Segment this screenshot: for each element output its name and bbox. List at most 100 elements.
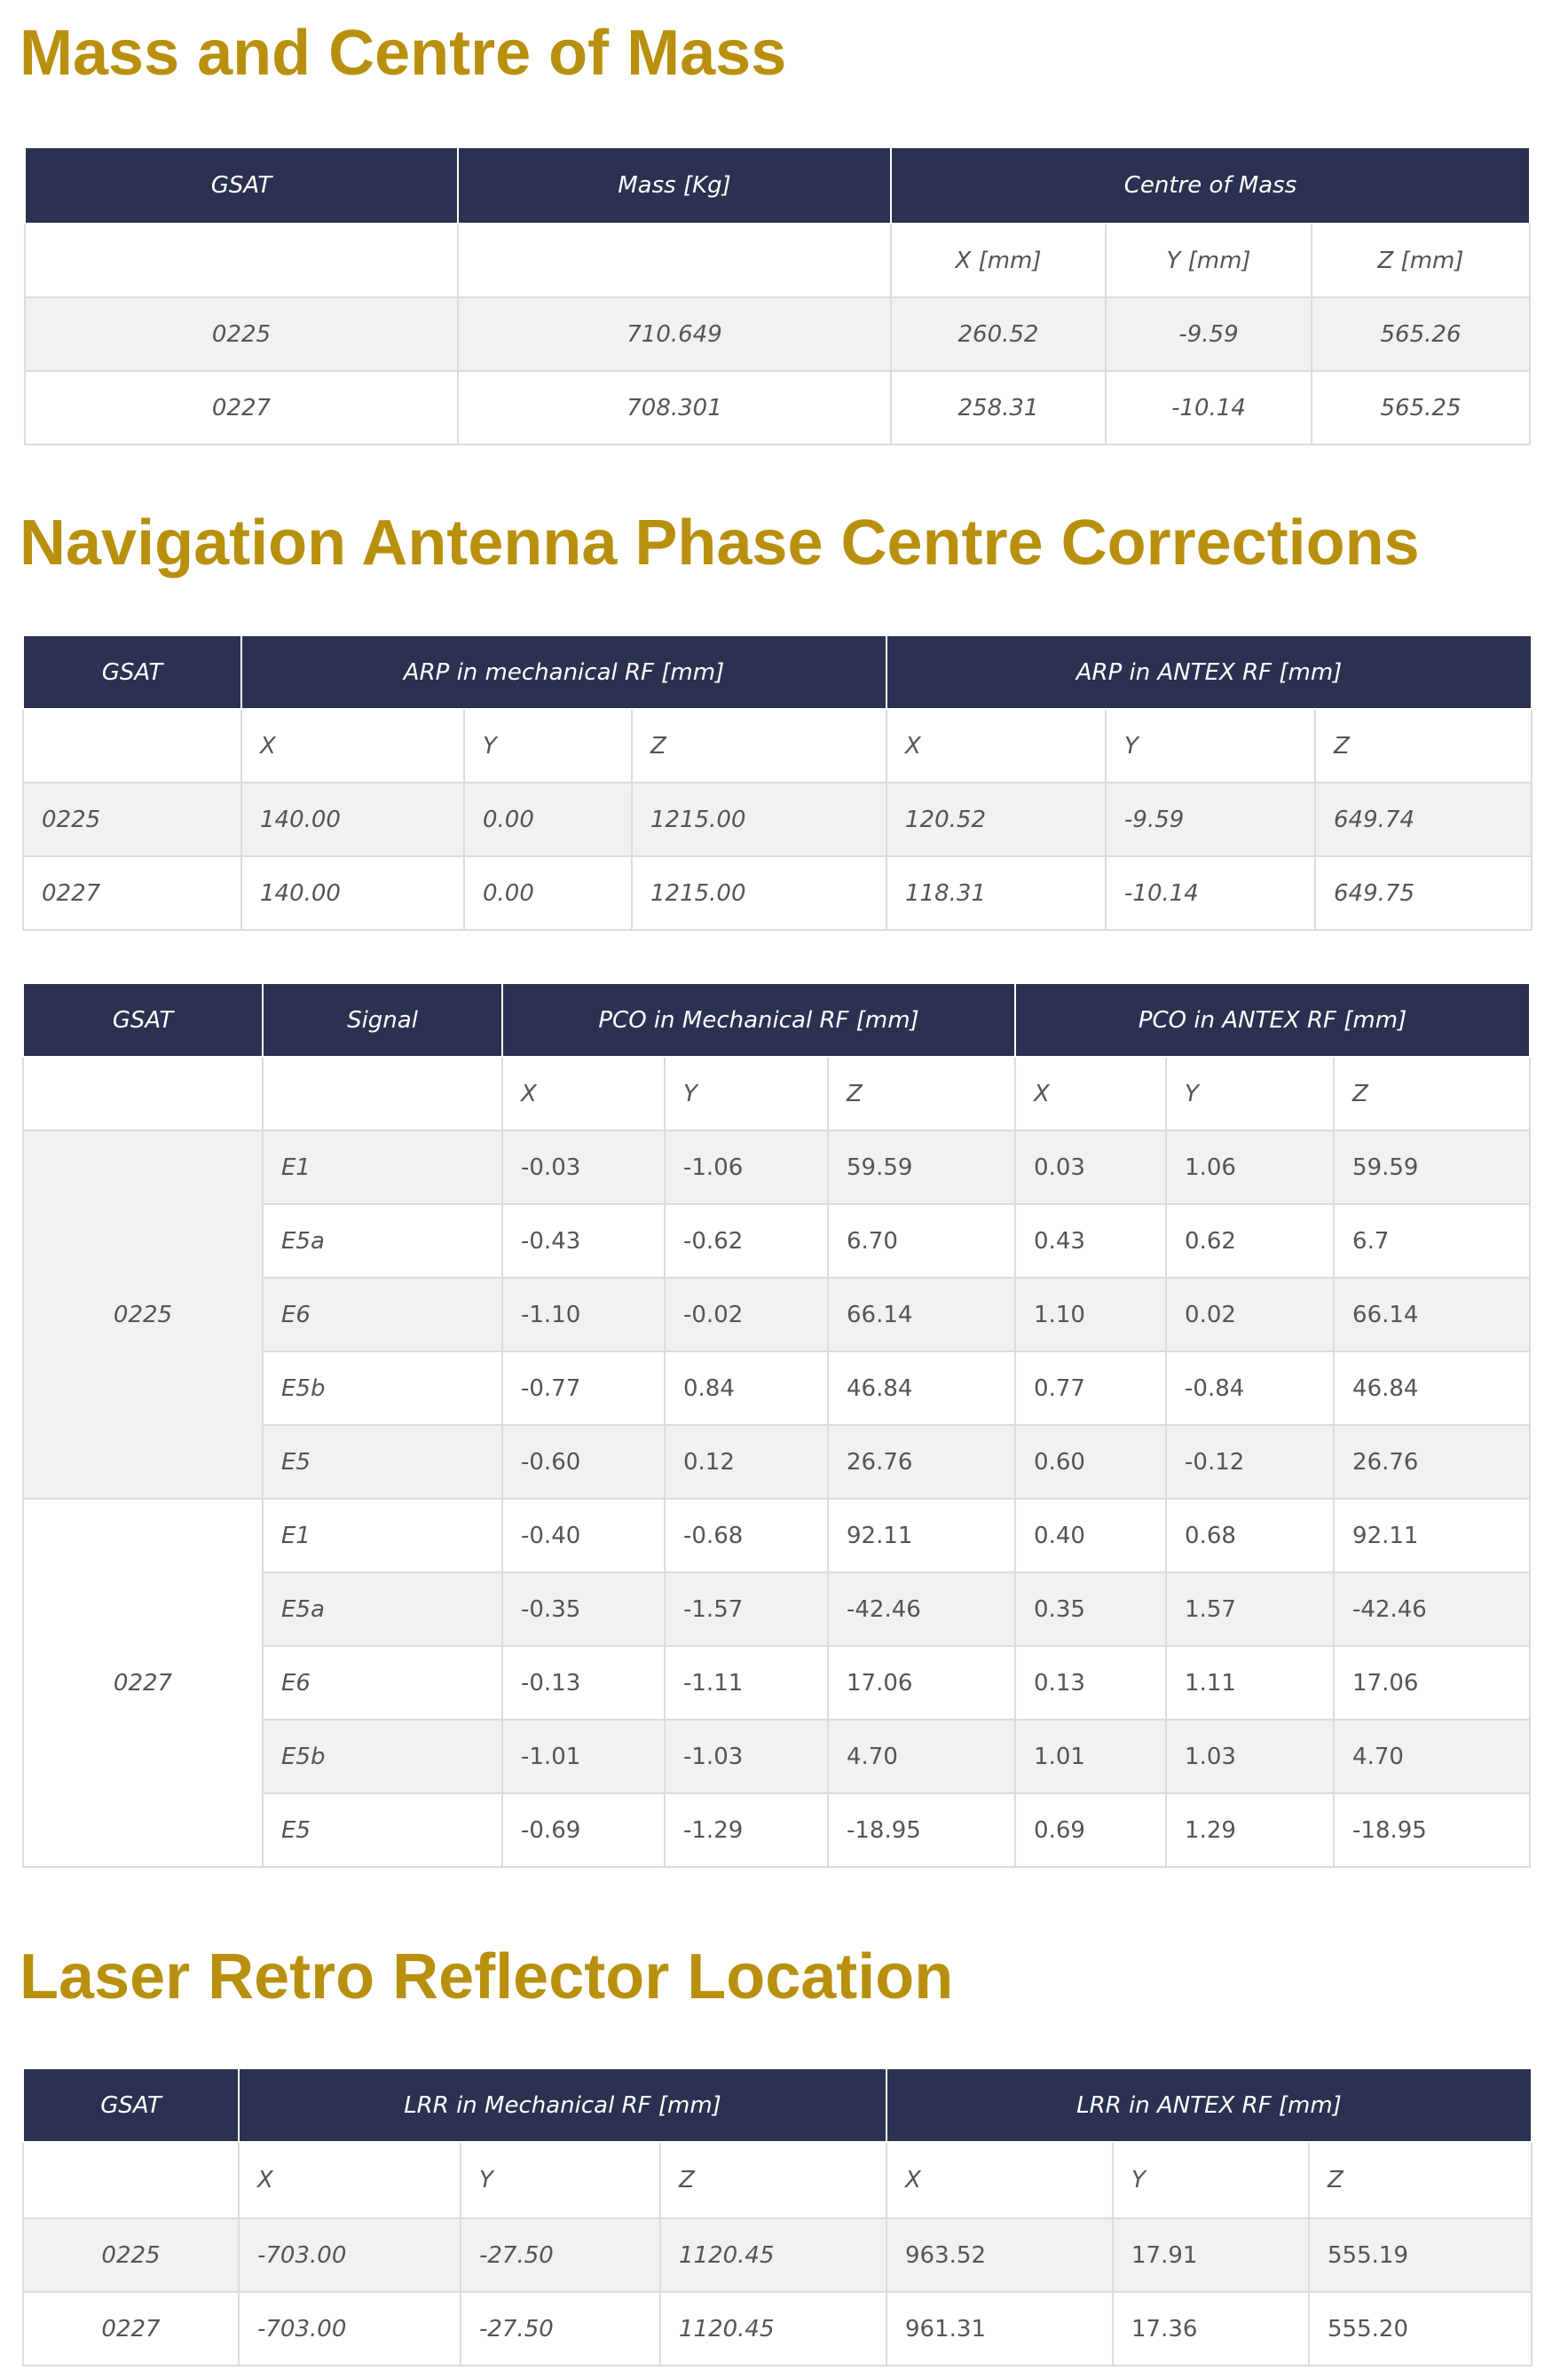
cell: 26.76 xyxy=(826,1424,1017,1500)
cell-signal: E5b xyxy=(262,1719,503,1794)
cell: 0.00 xyxy=(463,782,633,857)
table-row: E5b -1.01 -1.03 4.70 1.01 1.03 4.70 xyxy=(23,1719,1532,1794)
table-subheader-row: X Y Z X Y Z xyxy=(22,708,1533,783)
subheader-cell xyxy=(22,708,242,783)
header-gsat: GSAT xyxy=(22,634,242,710)
subheader-cell: X [mm] xyxy=(890,223,1107,298)
cell: 17.36 xyxy=(1112,2291,1311,2366)
cell: 961.31 xyxy=(886,2291,1115,2366)
cell: 0.60 xyxy=(1014,1424,1168,1500)
cell: 6.7 xyxy=(1333,1203,1532,1279)
cell: -0.62 xyxy=(664,1203,829,1279)
cell: 4.70 xyxy=(1333,1719,1532,1794)
cell: -0.40 xyxy=(501,1498,666,1573)
subheader-cell: X xyxy=(501,1056,666,1131)
cell: 0.13 xyxy=(1014,1645,1168,1721)
cell: -18.95 xyxy=(826,1792,1017,1868)
cell-gsat: 0225 xyxy=(22,2217,240,2293)
table-row: 0227 E1 -0.40 -0.68 92.11 0.40 0.68 92.1… xyxy=(22,1498,1532,1868)
cell-signal: E5 xyxy=(262,1424,503,1500)
table-subheader-row: X Y Z X Y Z xyxy=(22,1056,1532,1131)
cell-z: 565.25 xyxy=(1310,370,1532,445)
subheader-cell: X xyxy=(886,708,1107,783)
cell: 963.52 xyxy=(886,2217,1115,2293)
cell: 17.06 xyxy=(1333,1645,1532,1721)
arp-table: GSAT ARP in mechanical RF [mm] ARP in AN… xyxy=(22,634,1533,931)
cell: 92.11 xyxy=(826,1498,1017,1573)
cell: -0.35 xyxy=(501,1571,666,1647)
cell: -0.13 xyxy=(501,1645,666,1721)
table-row: E6 -1.10 -0.02 66.14 1.10 0.02 66.14 xyxy=(23,1277,1532,1352)
cell: 118.31 xyxy=(886,855,1107,931)
subheader-cell: Z xyxy=(630,708,888,783)
subheader-cell: Z xyxy=(826,1056,1017,1131)
cell: 1.03 xyxy=(1165,1719,1336,1794)
cell: -18.95 xyxy=(1333,1792,1532,1868)
pco-table: GSAT Signal PCO in Mechanical RF [mm] PC… xyxy=(22,982,1532,1868)
subheader-cell: Y xyxy=(463,708,633,783)
cell: -703.00 xyxy=(238,2291,461,2366)
subheader-cell: Z xyxy=(658,2141,888,2219)
table-row: 0225 140.00 0.00 1215.00 120.52 -9.59 64… xyxy=(22,782,1533,857)
table-row: E6 -0.13 -1.11 17.06 0.13 1.11 17.06 xyxy=(23,1645,1532,1721)
table-row: 0225 E1 -0.03 -1.06 59.59 0.03 1.06 59.5… xyxy=(22,1130,1532,1500)
cell: 0.43 xyxy=(1014,1203,1168,1279)
header-pco-antex: PCO in ANTEX RF [mm] xyxy=(1014,982,1532,1058)
cell: -1.29 xyxy=(664,1792,829,1868)
cell: 0.00 xyxy=(463,855,633,931)
section-title-mass: Mass and Centre of Mass xyxy=(20,18,787,89)
cell: 120.52 xyxy=(886,782,1107,857)
table-header-row: GSAT Signal PCO in Mechanical RF [mm] PC… xyxy=(22,982,1532,1058)
cell-signal: E1 xyxy=(262,1130,503,1205)
cell: 1.11 xyxy=(1165,1645,1336,1721)
cell: 1.10 xyxy=(1014,1277,1168,1352)
cell: 92.11 xyxy=(1333,1498,1532,1573)
cell: 1.57 xyxy=(1165,1571,1336,1647)
cell: -0.60 xyxy=(501,1424,666,1500)
cell: -42.46 xyxy=(1333,1571,1532,1647)
cell: 555.19 xyxy=(1308,2217,1533,2293)
cell: 1215.00 xyxy=(630,782,888,857)
cell: 1120.45 xyxy=(658,2217,888,2293)
cell-z: 565.26 xyxy=(1310,296,1532,372)
table-header-row: GSAT ARP in mechanical RF [mm] ARP in AN… xyxy=(22,634,1533,710)
cell: 649.75 xyxy=(1314,855,1533,931)
table-subheader-row: X Y Z X Y Z xyxy=(22,2141,1533,2219)
cell: 1120.45 xyxy=(658,2291,888,2366)
subheader-cell: X xyxy=(240,708,465,783)
cell: -27.50 xyxy=(460,2217,661,2293)
subheader-cell: Y xyxy=(1112,2141,1311,2219)
lrr-table: GSAT LRR in Mechanical RF [mm] LRR in AN… xyxy=(22,2067,1533,2366)
cell: 0.77 xyxy=(1014,1350,1168,1426)
cell-gsat-group: 0227 xyxy=(22,1498,264,1868)
subheader-cell: Y xyxy=(1165,1056,1336,1131)
cell: -9.59 xyxy=(1105,782,1317,857)
header-mass: Mass [Kg] xyxy=(457,146,892,224)
cell: 649.74 xyxy=(1314,782,1533,857)
cell-gsat: 0225 xyxy=(22,782,242,857)
subheader-cell xyxy=(457,223,892,298)
header-signal: Signal xyxy=(262,982,503,1058)
table-row: E5a -0.43 -0.62 6.70 0.43 0.62 6.7 xyxy=(23,1203,1532,1279)
cell: -27.50 xyxy=(460,2291,661,2366)
subheader-cell: X xyxy=(1014,1056,1168,1131)
cell-signal: E1 xyxy=(262,1498,503,1573)
cell: 59.59 xyxy=(1333,1130,1532,1205)
cell: -0.68 xyxy=(664,1498,829,1573)
header-pco-mechanical: PCO in Mechanical RF [mm] xyxy=(500,982,1017,1058)
cell: 46.84 xyxy=(1333,1350,1532,1426)
cell: -1.03 xyxy=(664,1719,829,1794)
table-row: E5 -0.69 -1.29 -18.95 0.69 1.29 -18.95 xyxy=(23,1792,1532,1868)
cell-gsat: 0225 xyxy=(24,296,459,372)
cell-y: -9.59 xyxy=(1105,296,1312,372)
cell: 1215.00 xyxy=(630,855,888,931)
cell-x: 260.52 xyxy=(890,296,1107,372)
cell: -0.03 xyxy=(501,1130,666,1205)
cell-mass: 710.649 xyxy=(457,296,892,372)
cell: 1.29 xyxy=(1165,1792,1336,1868)
cell: 46.84 xyxy=(826,1350,1017,1426)
table-row: 0225 710.649 260.52 -9.59 565.26 xyxy=(24,296,1532,372)
header-lrr-mechanical: LRR in Mechanical RF [mm] xyxy=(237,2067,888,2143)
cell-signal: E5 xyxy=(262,1792,503,1868)
table-header-row: GSAT LRR in Mechanical RF [mm] LRR in AN… xyxy=(22,2067,1533,2143)
